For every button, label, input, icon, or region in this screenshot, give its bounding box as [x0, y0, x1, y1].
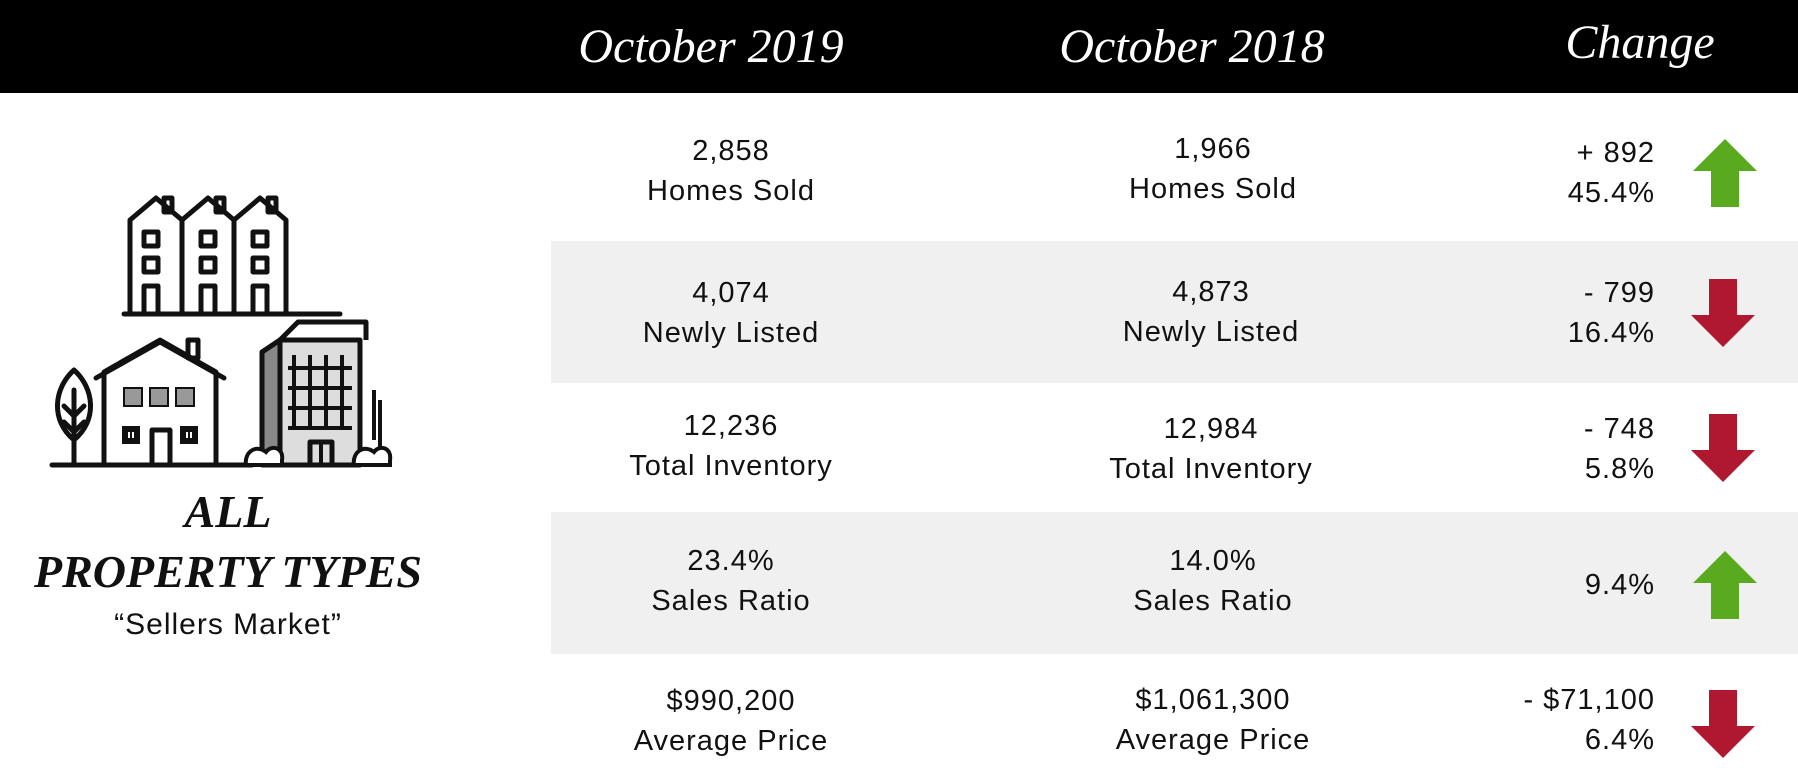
metric-label: Newly Listed	[1122, 316, 1300, 348]
row-total-inventory-change: - 748 5.8%	[1405, 409, 1655, 489]
header-bar	[0, 0, 1798, 93]
row-homes-sold-2018: 1,966 Homes Sold	[1063, 129, 1363, 209]
row-sales-ratio-2019: 23.4% Sales Ratio	[581, 541, 881, 621]
change-percent: 45.4%	[1567, 177, 1655, 209]
change-percent: 16.4%	[1567, 317, 1655, 349]
metric-label: Homes Sold	[1129, 173, 1297, 205]
row-total-inventory-2019: 12,236 Total Inventory	[581, 406, 881, 486]
value-2018: 1,966	[1174, 133, 1252, 165]
row-newly-listed-2019: 4,074 Newly Listed	[581, 273, 881, 353]
metric-label: Sales Ratio	[1133, 585, 1293, 617]
metric-label: Sales Ratio	[651, 585, 811, 617]
up-arrow-icon	[1693, 139, 1757, 207]
change-percent: 9.4%	[1584, 569, 1655, 601]
metric-label: Average Price	[1115, 724, 1311, 756]
value-2018: 4,873	[1172, 276, 1250, 308]
column-header-october-2018: October 2018	[1059, 20, 1325, 73]
value-2018: $1,061,300	[1135, 684, 1291, 716]
title-line-all: ALL	[184, 486, 272, 537]
row-newly-listed-change: - 799 16.4%	[1405, 273, 1655, 353]
value-2018: 14.0%	[1169, 545, 1257, 577]
change-percent: 5.8%	[1584, 453, 1655, 485]
row-sales-ratio-2018: 14.0% Sales Ratio	[1063, 541, 1363, 621]
down-arrow-icon	[1691, 279, 1755, 347]
title-line-property-types: PROPERTY TYPES	[33, 546, 422, 597]
metric-label: Total Inventory	[1109, 453, 1313, 485]
value-2019: 2,858	[692, 135, 770, 167]
down-arrow-icon	[1691, 414, 1755, 482]
row-average-price-change: - $71,100 6.4%	[1405, 680, 1655, 760]
value-2018: 12,984	[1163, 413, 1259, 445]
metric-label: Average Price	[633, 725, 829, 757]
metric-label: Homes Sold	[647, 175, 815, 207]
row-homes-sold-change: + 892 45.4%	[1405, 133, 1655, 213]
row-average-price-2018: $1,061,300 Average Price	[1063, 680, 1363, 760]
market-subtitle: “Sellers Market”	[114, 608, 342, 641]
row-band-newly-listed	[551, 241, 1798, 383]
value-2019: 12,236	[683, 410, 779, 442]
row-sales-ratio-change: 9.4%	[1405, 565, 1655, 605]
column-header-change: Change	[1565, 16, 1715, 69]
value-2019: 23.4%	[687, 545, 775, 577]
row-total-inventory-2018: 12,984 Total Inventory	[1061, 409, 1361, 489]
up-arrow-icon	[1693, 551, 1757, 619]
metric-label: Newly Listed	[642, 317, 820, 349]
buildings-houses-icon	[49, 195, 393, 468]
value-2019: $990,200	[666, 685, 796, 717]
value-2019: 4,074	[692, 277, 770, 309]
change-amount: + 892	[1576, 137, 1655, 169]
column-header-october-2019: October 2019	[578, 20, 844, 73]
down-arrow-icon	[1691, 690, 1755, 758]
row-newly-listed-2018: 4,873 Newly Listed	[1061, 272, 1361, 352]
change-amount: - 799	[1583, 277, 1655, 309]
row-average-price-2019: $990,200 Average Price	[581, 681, 881, 761]
row-homes-sold-2019: 2,858 Homes Sold	[581, 131, 881, 211]
change-amount: - $71,100	[1523, 684, 1655, 716]
change-percent: 6.4%	[1584, 724, 1655, 756]
metric-label: Total Inventory	[629, 450, 833, 482]
row-band-sales-ratio	[551, 512, 1798, 654]
change-amount: - 748	[1583, 413, 1655, 445]
